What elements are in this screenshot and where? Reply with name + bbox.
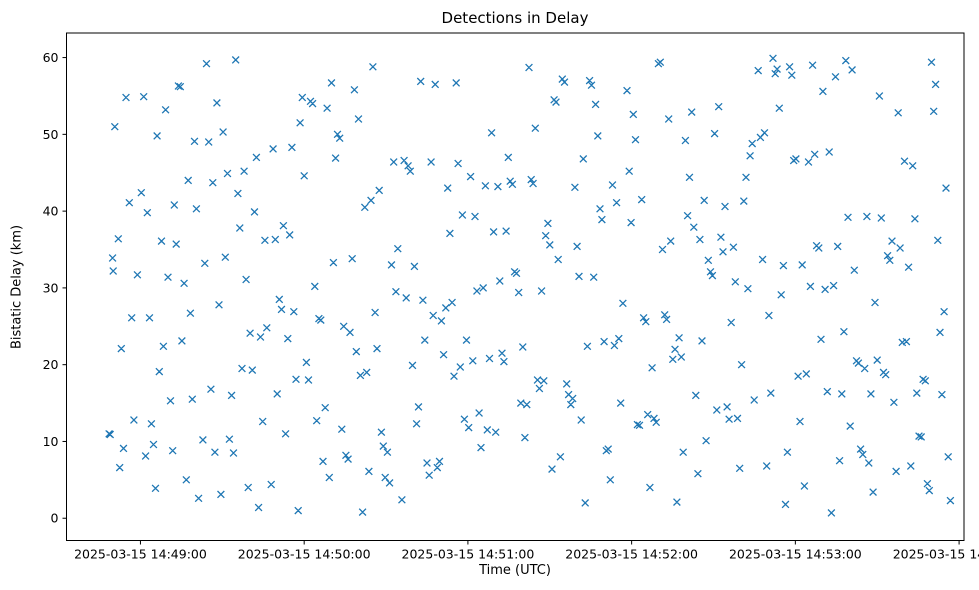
x-tick-label: 2025-03-15 14:53:00 [729,547,862,562]
y-tick-label: 10 [43,434,59,449]
x-tick-label: 2025-03-15 14:49:00 [74,547,207,562]
x-axis-label: Time (UTC) [479,563,551,578]
y-tick-label: 30 [43,280,59,295]
scatter-points [105,54,955,517]
x-tick-label: 2025-03-15 14:51:00 [402,547,535,562]
axes-frame [66,32,965,541]
x-tick-label: 2025-03-15 14:54:00 [893,547,979,562]
y-tick-label: 60 [43,50,59,65]
y-tick-label: 20 [43,357,59,372]
chart-title: Detections in Delay [441,9,589,27]
y-tick-label: 50 [43,127,59,142]
x-tick-label: 2025-03-15 14:52:00 [565,547,698,562]
y-tick-label: 40 [43,204,59,219]
x-tick-label: 2025-03-15 14:50:00 [238,547,371,562]
y-tick-label: 0 [51,511,59,526]
